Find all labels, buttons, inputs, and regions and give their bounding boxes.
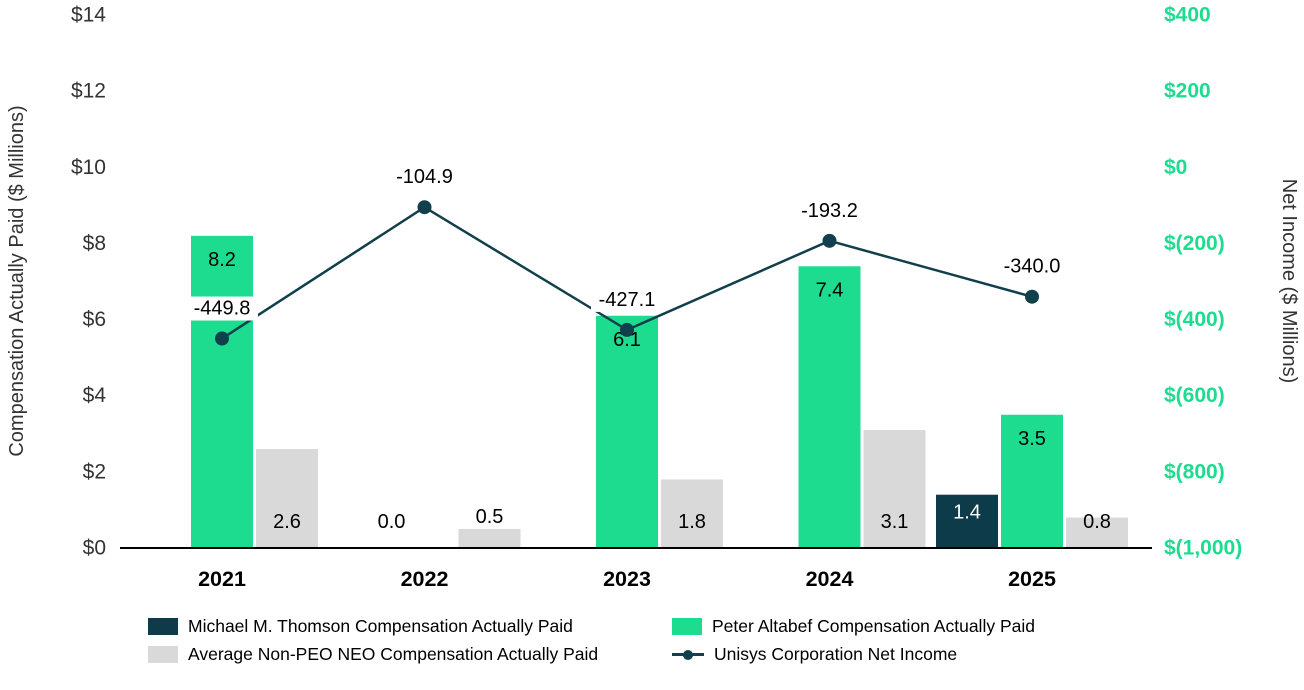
bar-value-label-peter-2022: 0.0 xyxy=(378,511,406,533)
bar-average-2023 xyxy=(661,479,723,548)
legend-label-net-income: Unisys Corporation Net Income xyxy=(714,643,958,664)
left-axis-tick: $6 xyxy=(83,308,106,331)
bar-value-label-peter-2025: 3.5 xyxy=(1018,428,1046,450)
bar-average-2024 xyxy=(863,429,926,548)
left-axis-tick: $10 xyxy=(71,156,106,179)
legend-line-dot xyxy=(683,649,693,660)
legend-swatch-non-peo-neo-cap xyxy=(148,645,178,663)
legend-label-non-peo-neo-cap: Average Non-PEO NEO Compensation Actuall… xyxy=(188,643,599,664)
right-axis-tick: $400 xyxy=(1164,4,1211,27)
net-income-label-bg xyxy=(591,287,663,312)
net-income-label-2023: -427.1 xyxy=(599,289,656,311)
chart-canvas: $0 $2 $4 $6 $8 $10 $12 $14 $400 $200 $0 $(200) $(400… xyxy=(6,4,1300,592)
bar-value-label-peter-2023: 6.1 xyxy=(613,329,641,351)
bar-value-label-average-2022: 0.5 xyxy=(476,506,504,528)
left-axis-tick: $14 xyxy=(71,4,106,27)
bar-average-2022 xyxy=(458,528,521,548)
bar-value-label-michael-2025: 1.4 xyxy=(953,502,981,524)
bar-value-label-peter-2024: 7.4 xyxy=(816,279,844,301)
net-income-label-2022: -104.9 xyxy=(396,166,453,188)
left-axis-title: Compensation Actually Paid ($ Millions) xyxy=(6,105,28,456)
right-axis-tick: $(600) xyxy=(1164,384,1225,407)
bar-value-label-average-2024: 3.1 xyxy=(881,511,909,533)
right-axis-tick: $(1,000) xyxy=(1164,537,1242,560)
right-axis-tick: $200 xyxy=(1164,80,1211,103)
legend-swatch-thomson-cap xyxy=(148,617,178,635)
net-income-label-bg xyxy=(388,165,461,190)
bar-average-2025 xyxy=(1066,517,1128,548)
right-axis-tick: $(200) xyxy=(1164,232,1225,255)
bar-average-2021 xyxy=(256,449,318,548)
legend-line-stroke xyxy=(672,652,704,656)
net-income-point-2025 xyxy=(1025,289,1039,304)
left-axis-tick: $12 xyxy=(71,80,106,103)
net-income-point-2021 xyxy=(215,331,229,346)
bar-peter-2025 xyxy=(1001,414,1063,548)
legend-item-net-income: Unisys Corporation Net Income xyxy=(672,643,957,665)
x-axis-label-2024: 2024 xyxy=(806,567,854,591)
legend-item-altabef-cap: Peter Altabef Compensation Actually Paid xyxy=(672,615,1035,637)
legend-swatch-altabef-cap xyxy=(672,617,702,635)
bar-peter-2023 xyxy=(596,315,658,548)
left-axis-tick: $8 xyxy=(83,232,106,255)
bar-value-label-average-2021: 2.6 xyxy=(273,511,301,533)
net-income-point-2024 xyxy=(822,233,837,248)
right-axis-tick: $(400) xyxy=(1164,308,1225,331)
x-axis-label-2023: 2023 xyxy=(603,567,651,591)
bar-value-label-peter-2021: 8.2 xyxy=(208,249,236,271)
bar-value-label-average-2023: 1.8 xyxy=(678,511,706,533)
legend-item-thomson-cap: Michael M. Thomson Compensation Actually… xyxy=(148,615,573,637)
net-income-point-2022 xyxy=(417,200,432,215)
net-income-label-bg xyxy=(996,254,1068,279)
legend-item-non-peo-neo-cap: Average Non-PEO NEO Compensation Actuall… xyxy=(148,643,598,665)
net-income-point-2023 xyxy=(620,322,634,337)
net-income-label-bg xyxy=(186,296,258,321)
legend-line-dot-marker xyxy=(672,646,704,663)
left-axis-tick: $4 xyxy=(83,384,107,407)
x-axis-label-2022: 2022 xyxy=(401,567,449,591)
net-income-label-2025: -340.0 xyxy=(1004,256,1061,278)
net-income-label-2021: -449.8 xyxy=(194,298,251,320)
legend-label-thomson-cap: Michael M. Thomson Compensation Actually… xyxy=(188,615,573,636)
right-axis-tick: $0 xyxy=(1164,156,1187,179)
bar-peter-2021 xyxy=(191,235,253,549)
bar-value-label-average-2025: 0.8 xyxy=(1083,511,1111,533)
x-axis-label-2025: 2025 xyxy=(1008,567,1056,591)
right-axis-title: Net Income ($ Millions) xyxy=(1278,179,1300,384)
net-income-label-bg xyxy=(793,198,866,223)
bar-michael-2025 xyxy=(936,494,998,548)
right-axis-tick: $(800) xyxy=(1164,460,1225,483)
left-axis-tick: $0 xyxy=(83,537,106,560)
net-income-label-2024: -193.2 xyxy=(801,200,858,222)
bar-peter-2024 xyxy=(798,266,861,548)
x-axis-label-2021: 2021 xyxy=(198,567,246,591)
legend-label-altabef-cap: Peter Altabef Compensation Actually Paid xyxy=(712,615,1035,636)
left-axis-tick: $2 xyxy=(83,460,106,483)
